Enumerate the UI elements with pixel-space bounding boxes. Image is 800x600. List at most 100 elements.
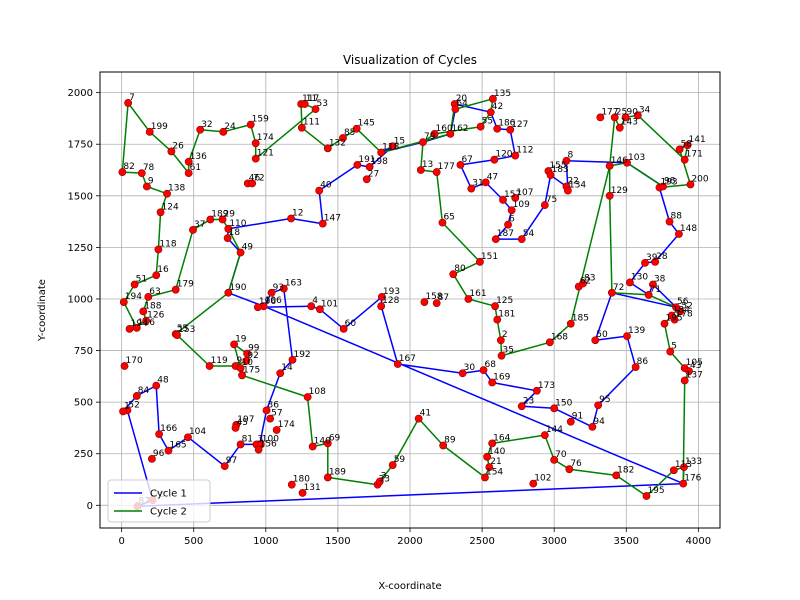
data-point [145,127,154,136]
data-point [511,151,520,160]
point-label: 91 [572,412,583,422]
point-label: 15 [394,136,405,146]
point-label: 100 [262,434,279,444]
point-label: 64 [456,99,468,109]
data-point [118,168,127,176]
point-label: 199 [151,122,168,132]
data-point [493,124,502,133]
point-label: 121 [257,149,274,159]
data-point [246,120,255,129]
data-point [675,230,683,238]
point-label: 110 [229,219,246,229]
data-point [375,477,384,486]
data-point [486,108,495,117]
data-point [323,439,332,448]
point-label: 150 [555,398,572,408]
point-label: 93 [273,283,284,293]
point-label: 140 [314,436,331,446]
point-label: 102 [534,474,551,484]
data-point [511,193,520,202]
data-point [223,234,232,242]
point-label: 174 [257,133,274,143]
point-label: 197 [237,415,254,425]
data-point [287,214,295,223]
point-label: 128 [382,296,399,306]
point-label: 196 [259,297,276,307]
point-label: 8 [567,151,573,161]
point-label: 132 [329,138,346,148]
data-point [625,278,634,287]
point-label: 103 [628,153,645,163]
point-label: 56 [677,297,689,307]
point-label: 22 [567,177,578,187]
data-point [566,417,575,426]
x-tick-label: 500 [184,536,203,547]
point-label: 75 [546,195,557,205]
data-point [660,319,669,328]
point-label: 148 [680,224,697,234]
point-label: 157 [504,190,521,200]
point-label: 188 [144,301,161,311]
point-label: 173 [538,381,555,391]
point-label: 79 [424,132,436,142]
point-label: 88 [671,212,683,222]
data-point [432,299,441,307]
data-point [432,168,441,176]
data-point [251,154,260,163]
data-point [623,332,631,341]
data-point [680,376,689,385]
data-point [490,155,499,164]
point-label: 11 [306,94,317,104]
data-point [517,402,526,411]
point-label: 195 [647,486,664,496]
data-point [607,288,616,297]
x-tick-label: 2500 [469,536,494,547]
point-label: 187 [497,229,514,239]
data-point [488,378,497,387]
data-point [218,215,227,224]
point-label: 1 [124,401,130,411]
data-point [680,463,688,472]
data-point [651,257,660,266]
point-label: 198 [371,157,388,167]
point-label: 105 [686,358,703,368]
point-label: 137 [686,370,703,380]
point-label: 178 [676,310,693,320]
data-point [588,422,597,431]
data-point [155,430,164,439]
x-axis-label: X-coordinate [378,581,441,592]
y-axis-label: Y-coordinate [37,279,48,342]
point-label: 41 [420,409,431,419]
point-label: 192 [293,350,310,360]
point-label: 50 [596,330,608,340]
point-label: 143 [621,118,638,128]
point-label: 51 [136,275,147,285]
data-point [493,315,502,324]
data-point [641,258,649,267]
point-label: 76 [570,459,582,469]
point-label: 195 [665,314,682,324]
point-label: 96 [153,449,165,459]
point-label: 154 [486,467,503,477]
point-label: 40 [320,181,332,191]
data-point [456,160,465,169]
point-label: 27 [368,169,379,179]
data-point [152,271,161,280]
point-label: 6 [509,215,515,225]
data-point [142,182,151,191]
data-point [491,302,499,311]
data-point [414,414,423,423]
point-label: 189 [211,210,228,220]
point-label: 151 [481,252,498,262]
point-label: 52 [128,400,139,410]
data-point [642,492,651,500]
data-point [224,288,233,297]
data-point [353,160,362,169]
data-point [659,182,667,191]
data-point [365,163,374,171]
point-label: 59 [394,455,406,465]
data-point [680,155,689,164]
point-label: 166 [160,424,177,434]
data-point [163,189,171,198]
point-label: 124 [162,202,179,212]
